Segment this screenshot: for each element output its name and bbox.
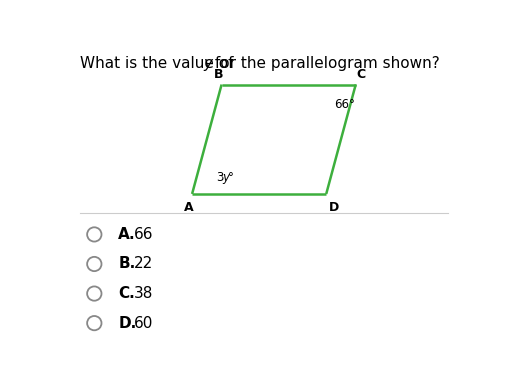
Text: 60: 60 bbox=[134, 316, 153, 331]
Text: C: C bbox=[356, 68, 365, 81]
Text: y: y bbox=[222, 171, 229, 184]
Text: D: D bbox=[329, 201, 339, 214]
Text: 22: 22 bbox=[134, 257, 153, 271]
Text: B: B bbox=[214, 68, 223, 81]
Text: B.: B. bbox=[118, 257, 135, 271]
Text: 38: 38 bbox=[134, 286, 153, 301]
Text: y: y bbox=[203, 56, 212, 71]
Text: 3: 3 bbox=[216, 171, 224, 184]
Text: A: A bbox=[184, 201, 194, 214]
Text: 66: 66 bbox=[134, 227, 153, 242]
Text: What is the value of: What is the value of bbox=[80, 56, 239, 71]
Text: D.: D. bbox=[118, 316, 136, 331]
Text: °: ° bbox=[228, 171, 233, 184]
Text: 66°: 66° bbox=[334, 98, 355, 111]
Text: A.: A. bbox=[118, 227, 136, 242]
Text: C.: C. bbox=[118, 286, 135, 301]
Text: for the parallelogram shown?: for the parallelogram shown? bbox=[210, 56, 440, 71]
